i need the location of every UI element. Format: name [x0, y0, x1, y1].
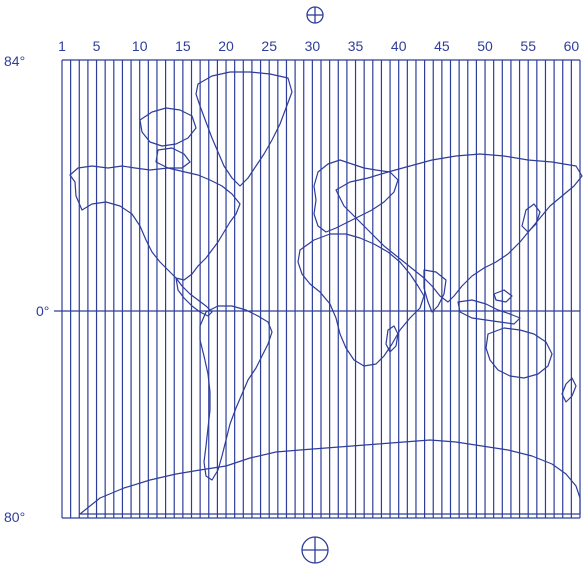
zone-label: 5 [93, 38, 101, 54]
zone-grid [54, 59, 581, 519]
zone-label: 35 [348, 38, 364, 54]
zone-label: 20 [218, 38, 234, 54]
new-zealand-outline [561, 377, 577, 403]
continent-outlines [69, 71, 583, 515]
zone-label: 60 [564, 38, 580, 54]
zone-label: 25 [261, 38, 277, 54]
europe-outline [313, 159, 399, 233]
asia-outline [335, 153, 583, 303]
india-outline [423, 269, 447, 313]
zone-number-labels: 1 5 10 15 20 25 30 35 40 45 50 55 60 [58, 38, 579, 54]
africa-outline [297, 233, 425, 367]
australia-outline [485, 327, 553, 379]
japan-outline [521, 203, 541, 233]
zone-label: 15 [175, 38, 191, 54]
central-america-outline [175, 277, 213, 317]
zone-label: 1 [58, 38, 66, 54]
south-america-outline [199, 305, 273, 481]
north-america-outline [69, 165, 241, 281]
zone-label: 55 [520, 38, 536, 54]
zone-label: 10 [132, 38, 148, 54]
antarctica-outline [79, 439, 581, 515]
madagascar-outline [385, 325, 399, 353]
latitude-label-equator: 0° [36, 303, 49, 319]
latitude-label-80: 80° [4, 509, 25, 525]
north-circle-cross-icon [306, 6, 324, 24]
latitude-label-84: 84° [4, 53, 25, 69]
south-circle-quartered-icon [301, 536, 329, 564]
zone-label: 30 [305, 38, 321, 54]
zone-label: 45 [434, 38, 450, 54]
zone-label: 40 [391, 38, 407, 54]
zone-label: 50 [477, 38, 493, 54]
